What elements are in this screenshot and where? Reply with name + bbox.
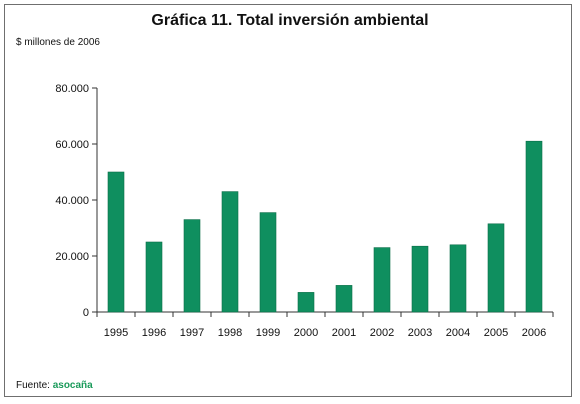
bar <box>373 247 391 313</box>
y-tick-label: 80.000 <box>55 83 89 95</box>
bar <box>335 285 353 313</box>
x-tick-label: 1998 <box>218 327 242 339</box>
bar <box>259 212 277 313</box>
y-tick-label: 20.000 <box>55 251 89 263</box>
x-tick-label: 2005 <box>484 327 508 339</box>
x-tick-label: 1997 <box>180 327 204 339</box>
x-tick-label: 2000 <box>294 327 318 339</box>
x-tick-label: 1996 <box>142 327 166 339</box>
y-tick-label: 40.000 <box>55 195 89 207</box>
bar <box>411 245 429 313</box>
x-tick-label: 1995 <box>104 327 128 339</box>
bar <box>449 244 467 313</box>
bar <box>183 219 201 313</box>
x-tick-label: 2006 <box>522 327 546 339</box>
source-label: Fuente: <box>16 380 50 391</box>
source-brand: asocaña <box>52 380 93 391</box>
chart-frame <box>4 4 572 397</box>
bar <box>221 191 239 313</box>
bar <box>525 140 543 313</box>
y-axis-unit-label: $ millones de 2006 <box>16 37 100 48</box>
bar <box>145 241 163 313</box>
x-tick-label: 1999 <box>256 327 280 339</box>
source-note: Fuente: asocaña <box>16 380 93 391</box>
bar <box>487 223 505 313</box>
x-tick-label: 2001 <box>332 327 356 339</box>
x-tick-label: 2003 <box>408 327 432 339</box>
bar <box>107 171 125 313</box>
x-tick-label: 2002 <box>370 327 394 339</box>
bar <box>297 292 315 313</box>
chart-title: Gráfica 11. Total inversión ambiental <box>151 12 429 29</box>
y-tick-label: 0 <box>83 307 89 319</box>
y-tick-label: 60.000 <box>55 139 89 151</box>
x-tick-label: 2004 <box>446 327 470 339</box>
